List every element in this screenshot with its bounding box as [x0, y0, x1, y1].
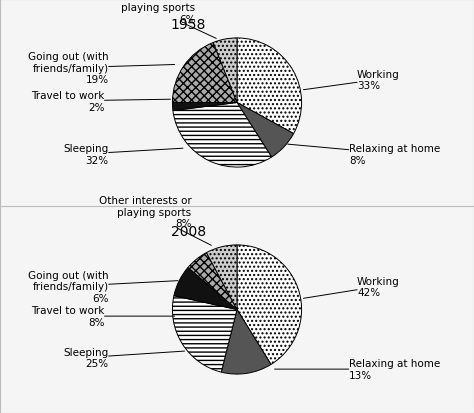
- Text: 1958: 1958: [171, 18, 206, 32]
- Wedge shape: [237, 103, 293, 158]
- Wedge shape: [173, 296, 237, 372]
- Text: Relaxing at home
13%: Relaxing at home 13%: [274, 358, 440, 380]
- Text: Going out (with
friends/family)
6%: Going out (with friends/family) 6%: [28, 270, 178, 303]
- Text: Travel to work
8%: Travel to work 8%: [31, 306, 174, 327]
- Wedge shape: [173, 103, 272, 168]
- Text: Relaxing at home
8%: Relaxing at home 8%: [288, 144, 440, 165]
- Text: Going out (with
friends/family)
19%: Going out (with friends/family) 19%: [28, 52, 174, 85]
- Text: Working
42%: Working 42%: [303, 276, 400, 299]
- Text: Sleeping
32%: Sleeping 32%: [64, 144, 183, 165]
- Wedge shape: [237, 245, 301, 365]
- Text: Travel to work
2%: Travel to work 2%: [31, 91, 171, 112]
- Wedge shape: [188, 253, 237, 310]
- Wedge shape: [221, 310, 271, 374]
- Wedge shape: [207, 245, 237, 310]
- Wedge shape: [173, 43, 237, 103]
- Wedge shape: [213, 39, 237, 103]
- Text: Other interests or
playing sports
6%: Other interests or playing sports 6%: [103, 0, 216, 39]
- Text: Working
33%: Working 33%: [303, 69, 400, 91]
- Wedge shape: [237, 39, 301, 134]
- Text: Sleeping
25%: Sleeping 25%: [64, 347, 184, 368]
- Text: 2008: 2008: [171, 224, 206, 238]
- Wedge shape: [174, 268, 237, 310]
- Wedge shape: [173, 103, 237, 112]
- Text: Other interests or
playing sports
8%: Other interests or playing sports 8%: [99, 196, 211, 246]
